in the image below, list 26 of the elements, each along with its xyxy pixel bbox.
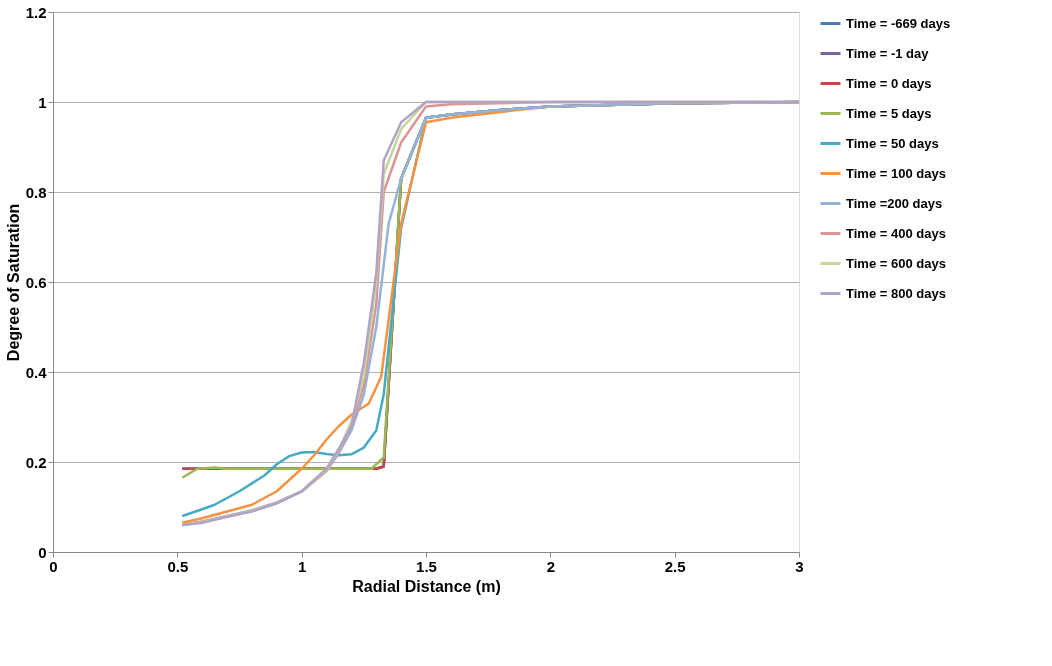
y-tick-label: 1 [38, 93, 47, 111]
x-tick-label: 3 [795, 557, 804, 575]
y-tick-label: 0.6 [25, 273, 47, 291]
x-tick-label: 0 [49, 557, 58, 575]
legend-label: Time = 5 days [846, 105, 932, 121]
x-tick-label: 1.5 [416, 557, 437, 575]
x-tick-label: 0.5 [167, 557, 189, 575]
x-tick-label: 1 [297, 557, 307, 575]
x-tick-label: 2 [546, 557, 556, 575]
y-tick-label: 1.2 [25, 3, 47, 21]
y-tick-label: 0.2 [25, 453, 47, 471]
legend-label: Time = 600 days [846, 255, 946, 271]
legend-label: Time =200 days [846, 195, 943, 211]
y-tick-label: 0 [38, 543, 47, 561]
legend-label: Time = 50 days [846, 135, 939, 151]
y-tick-label: 0.8 [25, 183, 47, 201]
legend-label: Time = 0 days [846, 75, 932, 91]
x-tick-label: 2.5 [664, 557, 686, 575]
legend-label: Time = 800 days [846, 285, 946, 301]
legend-label: Time = 100 days [846, 165, 946, 181]
legend-label: Time = 400 days [846, 225, 946, 241]
y-tick-label: 0.4 [25, 363, 48, 381]
legend-label: Time = -1 day [846, 45, 930, 61]
y-axis-title: Degree of Saturation [4, 203, 22, 362]
x-axis-title: Radial Distance (m) [352, 577, 501, 595]
legend-label: Time = -669 days [846, 15, 951, 31]
